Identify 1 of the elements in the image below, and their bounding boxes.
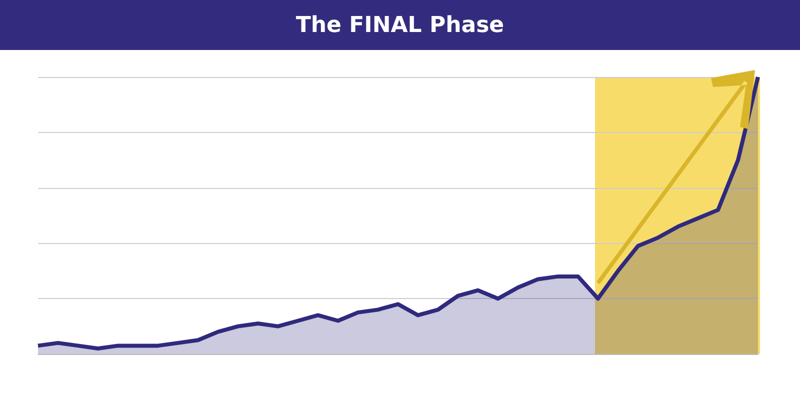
- chart-title: The FINAL Phase: [0, 0, 800, 50]
